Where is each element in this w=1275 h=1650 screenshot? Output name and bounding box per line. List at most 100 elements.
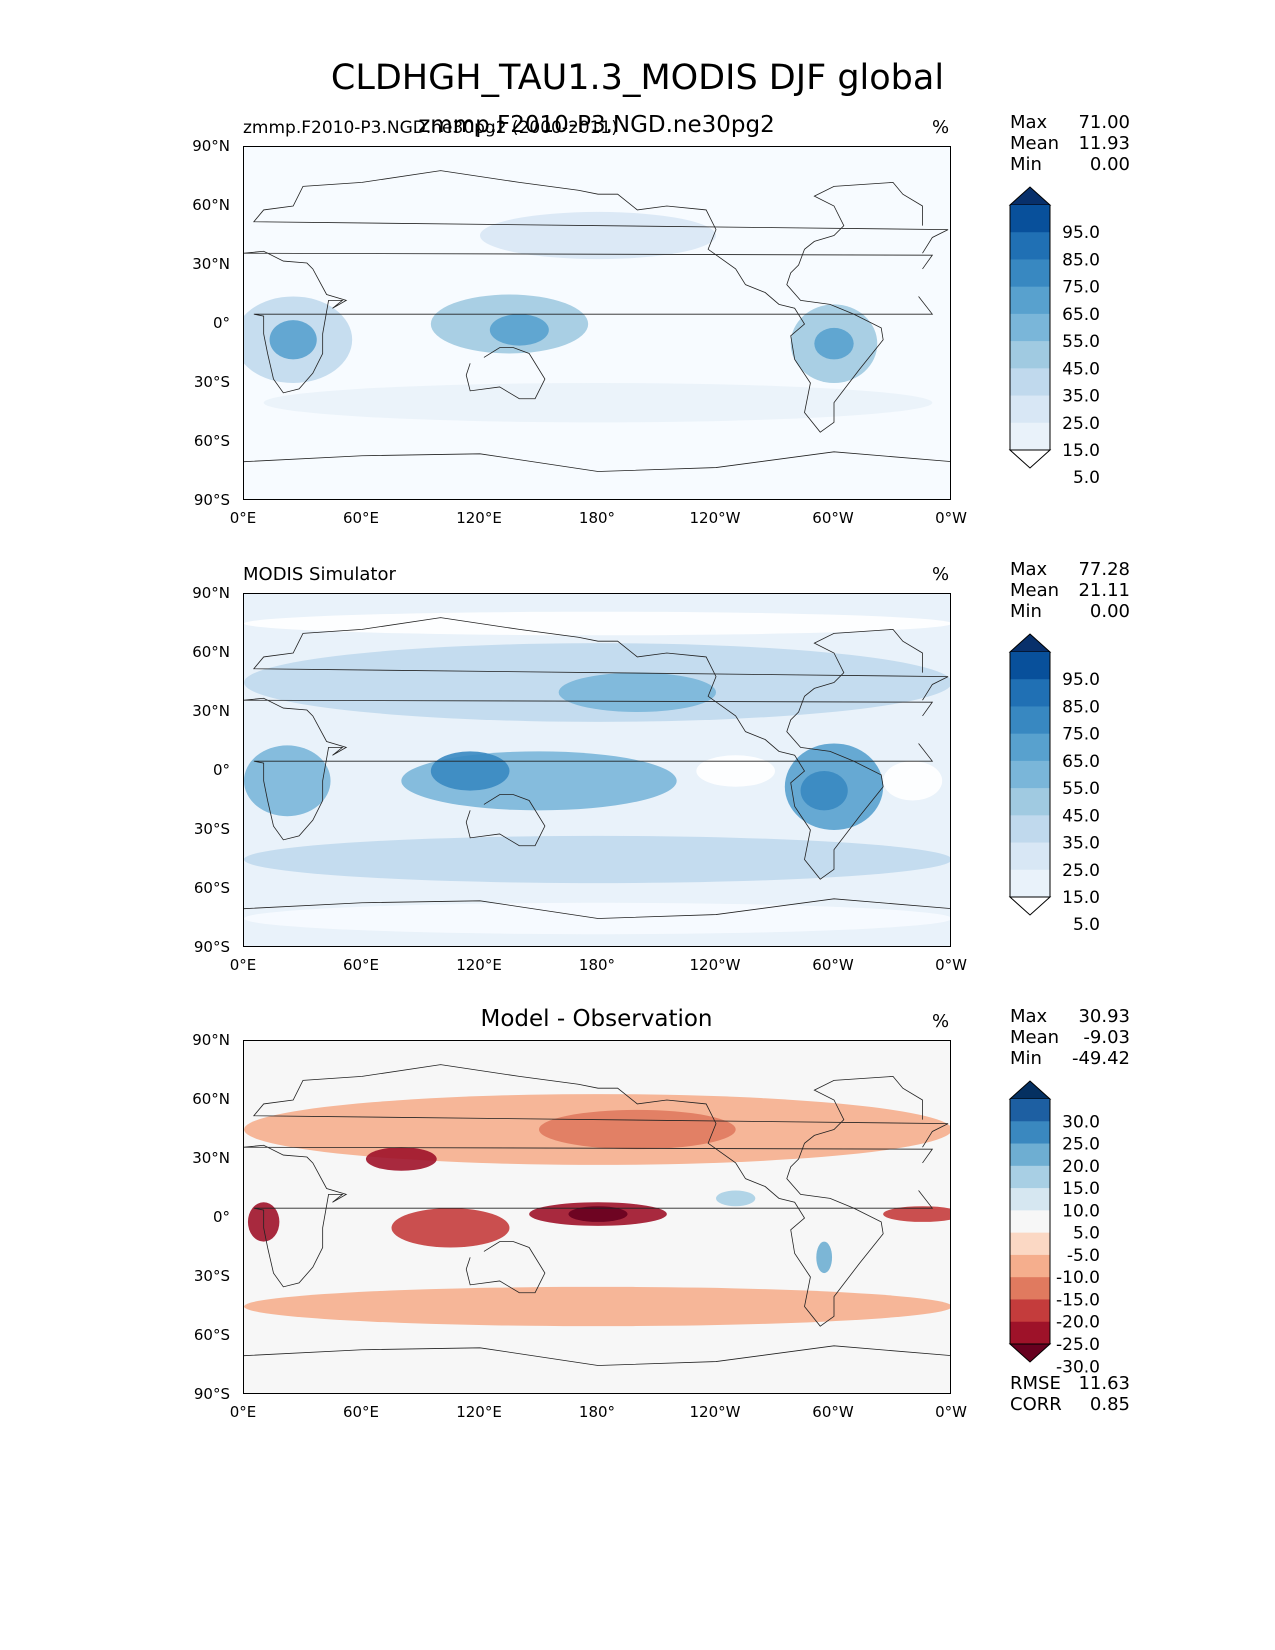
lon-tick-label: 60°W	[812, 1403, 854, 1421]
lat-tick-label: 90°N	[192, 584, 230, 602]
lon-tick-label: 0°W	[935, 1403, 967, 1421]
panel-3-mean-label: Mean	[1010, 1027, 1060, 1048]
colorbar-segment	[1010, 395, 1050, 424]
colorbar-label: -20.0	[1056, 1313, 1100, 1333]
field-contour	[816, 1241, 833, 1274]
coastline	[244, 451, 950, 472]
colorbar-segment	[1010, 1232, 1050, 1256]
colorbar-label: 25.0	[1062, 861, 1100, 881]
lat-tick-label: 30°N	[192, 1149, 230, 1167]
colorbar-segment	[1010, 1099, 1050, 1122]
panel-3-colorbar: 30.0 25.020.015.010.0 5.0-5.0-10.0-15.0 -20…	[1008, 1080, 1100, 1377]
colorbar-bottom-extend	[1008, 449, 1052, 469]
lon-tick-label: 120°W	[689, 509, 741, 527]
colorbar-label: -25.0	[1056, 1335, 1100, 1355]
field-contour	[480, 211, 716, 260]
field-contour	[244, 1286, 950, 1327]
colorbar-segment	[1010, 341, 1050, 369]
lat-tick-label: 60°N	[192, 1090, 230, 1108]
panel-2-field	[244, 594, 950, 946]
panel-1-mean-label: Mean	[1010, 133, 1060, 154]
colorbar-segment	[1010, 788, 1050, 816]
lon-tick-label: 180°	[578, 956, 616, 974]
colorbar-label: -10.0	[1056, 1268, 1100, 1288]
field-contour	[430, 751, 510, 791]
colorbar-segment	[1010, 1188, 1050, 1211]
field-contour	[800, 771, 848, 811]
lat-tick-label: 90°S	[193, 938, 230, 956]
lon-tick-label: 180°	[578, 509, 616, 527]
colorbar-segment	[1010, 733, 1050, 762]
lon-tick-label: 60°W	[812, 509, 854, 527]
coastline	[244, 1144, 934, 1288]
panel-3-min-label: Min	[1010, 1048, 1042, 1069]
colorbar-label: 25.0	[1062, 414, 1100, 434]
panel-3-unit: %	[932, 1011, 950, 1032]
colorbar-segment	[1010, 842, 1050, 871]
colorbar-top-extend	[1008, 186, 1052, 206]
lat-tick-label: 60°S	[193, 879, 230, 897]
colorbar-segment	[1010, 313, 1050, 342]
colorbar-label: 15.0	[1062, 1179, 1100, 1199]
panel-1-center-title: zmmp.F2010-P3.NGD.ne30pg2	[418, 112, 775, 138]
colorbar-label: 5.0	[1073, 1224, 1100, 1244]
panel-2-mean-label: Mean	[1010, 580, 1060, 601]
panel-3-min-value: -49.42	[1071, 1048, 1130, 1069]
lon-tick-label: 0°E	[229, 956, 257, 974]
lon-tick-label: 120°E	[456, 509, 502, 527]
colorbar-segment	[1010, 1321, 1050, 1345]
colorbar-segment	[1010, 652, 1050, 680]
colorbar-segment	[1010, 1277, 1050, 1300]
field-contour	[365, 1147, 437, 1171]
coastline	[244, 898, 950, 919]
field-contour	[883, 761, 943, 801]
colorbar-label: 35.0	[1062, 387, 1100, 407]
colorbar-segment	[1010, 232, 1050, 260]
colorbar-segment	[1010, 422, 1050, 451]
colorbar-label: 55.0	[1062, 779, 1100, 799]
coastline	[252, 617, 949, 880]
lon-tick-label: 60°E	[342, 509, 380, 527]
lon-tick-label: 60°E	[342, 1403, 380, 1421]
field-contour	[539, 1109, 736, 1150]
panel-1-field	[244, 147, 950, 499]
lon-tick-label: 180°	[578, 1403, 616, 1421]
field-contour	[263, 383, 933, 423]
colorbar-outline	[1009, 652, 1051, 898]
lon-tick-label: 120°E	[456, 956, 502, 974]
colorbar-top-extend	[1008, 633, 1052, 653]
panel-3-max-value: 30.93	[1078, 1006, 1130, 1027]
colorbar-top-extend	[1008, 1080, 1052, 1100]
colorbar-label: 45.0	[1062, 359, 1100, 379]
panel-1-min-value: 0.00	[1089, 154, 1130, 175]
colorbar-segment	[1010, 679, 1050, 707]
panel-3-map	[243, 1040, 951, 1394]
field-contour	[558, 672, 716, 712]
colorbar-label: 65.0	[1062, 752, 1100, 772]
colorbar-label: 35.0	[1062, 834, 1100, 854]
field-contour	[489, 314, 549, 346]
colorbar-segment	[1010, 760, 1050, 789]
lon-tick-label: 0°E	[229, 509, 257, 527]
field-contour	[883, 1206, 950, 1222]
field-contour	[269, 320, 317, 360]
corr-value: 0.85	[1089, 1394, 1130, 1415]
colorbar-label: 55.0	[1062, 332, 1100, 352]
panel-1-unit: %	[932, 117, 950, 138]
coastline	[465, 1241, 546, 1294]
colorbar-label: 75.0	[1062, 278, 1100, 298]
colorbar-bottom-extend	[1008, 1343, 1052, 1363]
panel-3-field	[244, 1041, 950, 1393]
lon-tick-label: 60°E	[342, 956, 380, 974]
lon-tick-label: 0°W	[935, 509, 967, 527]
rmse-value: 11.63	[1078, 1373, 1130, 1394]
colorbar-label: 45.0	[1062, 806, 1100, 826]
lon-tick-label: 0°E	[229, 1403, 257, 1421]
lat-tick-label: 30°S	[193, 373, 230, 391]
colorbar-segment	[1010, 869, 1050, 898]
colorbar-segment	[1010, 205, 1050, 233]
panel-3-mean-value: -9.03	[1083, 1027, 1130, 1048]
colorbar-label: 5.0	[1073, 468, 1100, 488]
field-contour	[716, 1190, 756, 1207]
colorbar-segment	[1010, 706, 1050, 735]
